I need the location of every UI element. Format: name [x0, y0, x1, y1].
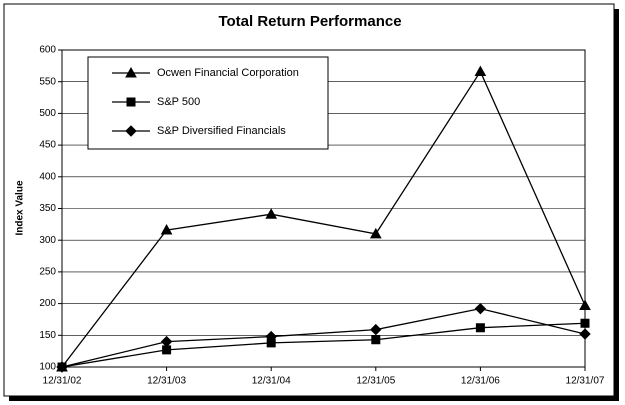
legend-label: Ocwen Financial Corporation — [157, 67, 299, 79]
legend-marker — [126, 97, 136, 107]
y-tick-label: 200 — [39, 298, 56, 309]
y-tick-label: 400 — [39, 171, 56, 182]
marker — [265, 330, 277, 343]
legend-label: S&P Diversified Financials — [157, 125, 286, 137]
marker — [370, 323, 382, 336]
y-tick-label: 300 — [39, 235, 56, 246]
y-tick-label: 150 — [39, 330, 56, 341]
marker — [579, 299, 591, 311]
marker — [160, 224, 173, 235]
y-tick-label: 550 — [39, 76, 56, 87]
y-tick-label: 600 — [39, 45, 56, 56]
x-tick-label: 12/31/03 — [147, 376, 186, 387]
y-tick-label: 250 — [39, 267, 56, 278]
y-axis-label: Index Value — [15, 180, 26, 235]
marker — [474, 302, 487, 315]
marker — [160, 335, 173, 348]
legend-marker — [125, 66, 137, 78]
marker — [579, 328, 591, 340]
y-tick-label: 350 — [39, 203, 56, 214]
marker — [265, 208, 278, 219]
series-line — [61, 70, 586, 368]
plot-border — [61, 49, 586, 368]
chart-title: Total Return Performance — [218, 13, 401, 30]
marker — [56, 361, 68, 373]
series-line — [61, 322, 586, 368]
x-tick-label: 12/31/07 — [566, 376, 605, 387]
marker — [580, 318, 590, 328]
x-tick-label: 12/31/06 — [461, 376, 500, 387]
marker — [369, 227, 382, 239]
y-tick-label: 100 — [39, 362, 56, 373]
series-line — [61, 308, 586, 368]
y-tick-label: 500 — [39, 108, 56, 119]
marker — [475, 323, 485, 333]
legend-marker — [125, 125, 137, 137]
x-tick-label: 12/31/04 — [252, 376, 291, 387]
x-tick-label: 12/31/02 — [43, 376, 82, 387]
x-tick-label: 12/31/05 — [356, 376, 395, 387]
legend-label: S&P 500 — [157, 96, 200, 108]
marker — [371, 335, 381, 345]
marker — [474, 65, 487, 77]
y-tick-label: 450 — [39, 140, 56, 151]
